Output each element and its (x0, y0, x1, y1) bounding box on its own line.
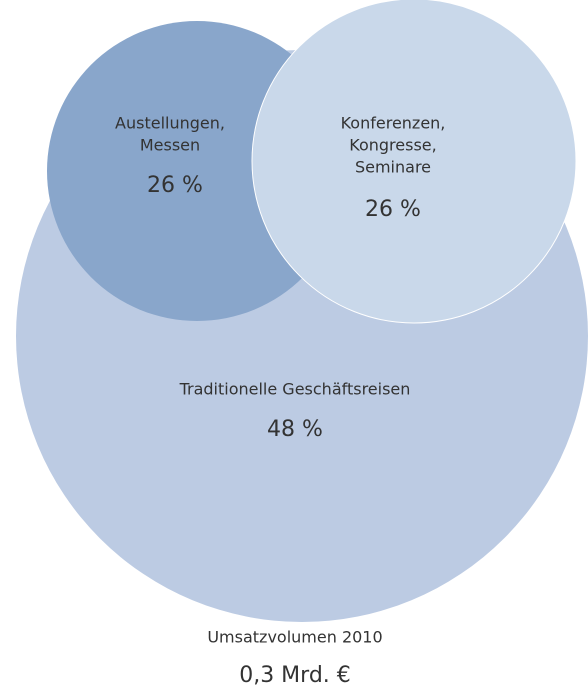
bubble-label: Messen (140, 136, 200, 155)
bubble (251, 0, 577, 324)
bubble-label: Traditionelle Geschäftsreisen (179, 380, 411, 399)
value-label: 26 % (147, 173, 203, 198)
bubble-label: Kongresse, (349, 136, 436, 155)
value-label: 48 % (267, 417, 323, 442)
bubble-label: Austellungen, (115, 114, 225, 133)
value-label: 26 % (365, 197, 421, 222)
bubble-label: Seminare (355, 158, 431, 177)
annotation: Umsatzvolumen 2010 (207, 628, 382, 647)
bubble-label: Konferenzen, (341, 114, 446, 133)
annotation: 0,3 Mrd. € (239, 663, 351, 688)
